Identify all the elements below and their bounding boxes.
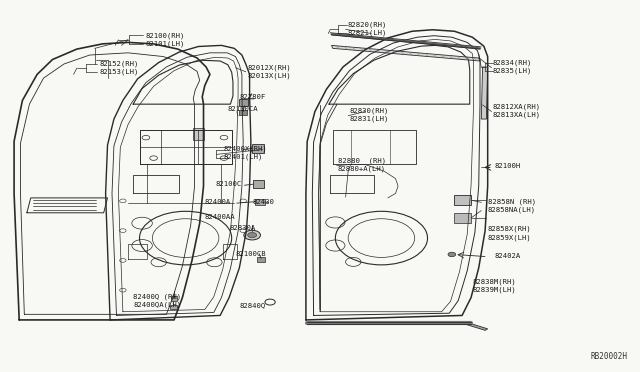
Bar <box>171 296 177 301</box>
Text: 82838M(RH): 82838M(RH) <box>472 279 516 285</box>
Bar <box>255 199 265 205</box>
Text: 82839M(LH): 82839M(LH) <box>472 287 516 294</box>
Text: 82430: 82430 <box>253 199 275 205</box>
Text: 82100H: 82100H <box>494 163 520 169</box>
Text: 82400QA(LH): 82400QA(LH) <box>133 302 181 308</box>
Polygon shape <box>481 67 488 119</box>
Bar <box>257 257 265 262</box>
Text: 82821(LH): 82821(LH) <box>348 30 387 36</box>
Text: 82813XA(LH): 82813XA(LH) <box>493 112 541 118</box>
Text: 82858X(RH): 82858X(RH) <box>488 226 531 232</box>
Text: 82858N (RH): 82858N (RH) <box>488 198 536 205</box>
Polygon shape <box>332 45 480 61</box>
Bar <box>170 305 177 309</box>
Text: 82400AA: 82400AA <box>205 214 236 219</box>
Circle shape <box>244 230 260 240</box>
Text: 82400Q (RH): 82400Q (RH) <box>133 294 181 300</box>
Text: 82880  (RH): 82880 (RH) <box>338 157 386 164</box>
Text: 82100(RH): 82100(RH) <box>146 32 186 39</box>
Text: 82831(LH): 82831(LH) <box>349 115 389 122</box>
Text: 82013X(LH): 82013X(LH) <box>247 73 291 79</box>
Text: 82820(RH): 82820(RH) <box>348 22 387 28</box>
Polygon shape <box>466 323 488 330</box>
Text: 82152(RH): 82152(RH) <box>99 61 139 67</box>
Bar <box>193 128 204 140</box>
Text: 82858NA(LH): 82858NA(LH) <box>488 206 536 213</box>
Text: 82100CA: 82100CA <box>227 106 258 112</box>
Bar <box>454 195 471 205</box>
Text: 82834(RH): 82834(RH) <box>493 60 532 66</box>
Text: 82101(LH): 82101(LH) <box>146 41 186 47</box>
Bar <box>239 110 247 115</box>
Circle shape <box>448 252 456 257</box>
Text: 82400A: 82400A <box>205 199 231 205</box>
Text: 82840Q: 82840Q <box>239 302 266 308</box>
Bar <box>252 144 264 153</box>
Circle shape <box>248 232 257 238</box>
Text: 82835(LH): 82835(LH) <box>493 68 532 74</box>
Text: 82859X(LH): 82859X(LH) <box>488 234 531 241</box>
Text: 82402A: 82402A <box>494 253 520 259</box>
Text: RB20002H: RB20002H <box>590 352 627 361</box>
Bar <box>253 180 264 188</box>
Text: 82100C: 82100C <box>215 181 241 187</box>
Bar <box>239 99 248 106</box>
Text: 82012X(RH): 82012X(RH) <box>247 64 291 71</box>
Text: 82830A: 82830A <box>229 225 255 231</box>
Bar <box>454 213 471 223</box>
Text: 82830(RH): 82830(RH) <box>349 107 389 114</box>
Text: 82280F: 82280F <box>240 94 266 100</box>
Text: 82100CB: 82100CB <box>236 251 266 257</box>
Text: 82153(LH): 82153(LH) <box>99 69 139 76</box>
Text: 82400X(RH): 82400X(RH) <box>224 145 268 152</box>
Text: 82401(LH): 82401(LH) <box>224 154 264 160</box>
Text: 82880+A(LH): 82880+A(LH) <box>338 166 386 172</box>
Text: 82812XA(RH): 82812XA(RH) <box>493 103 541 110</box>
